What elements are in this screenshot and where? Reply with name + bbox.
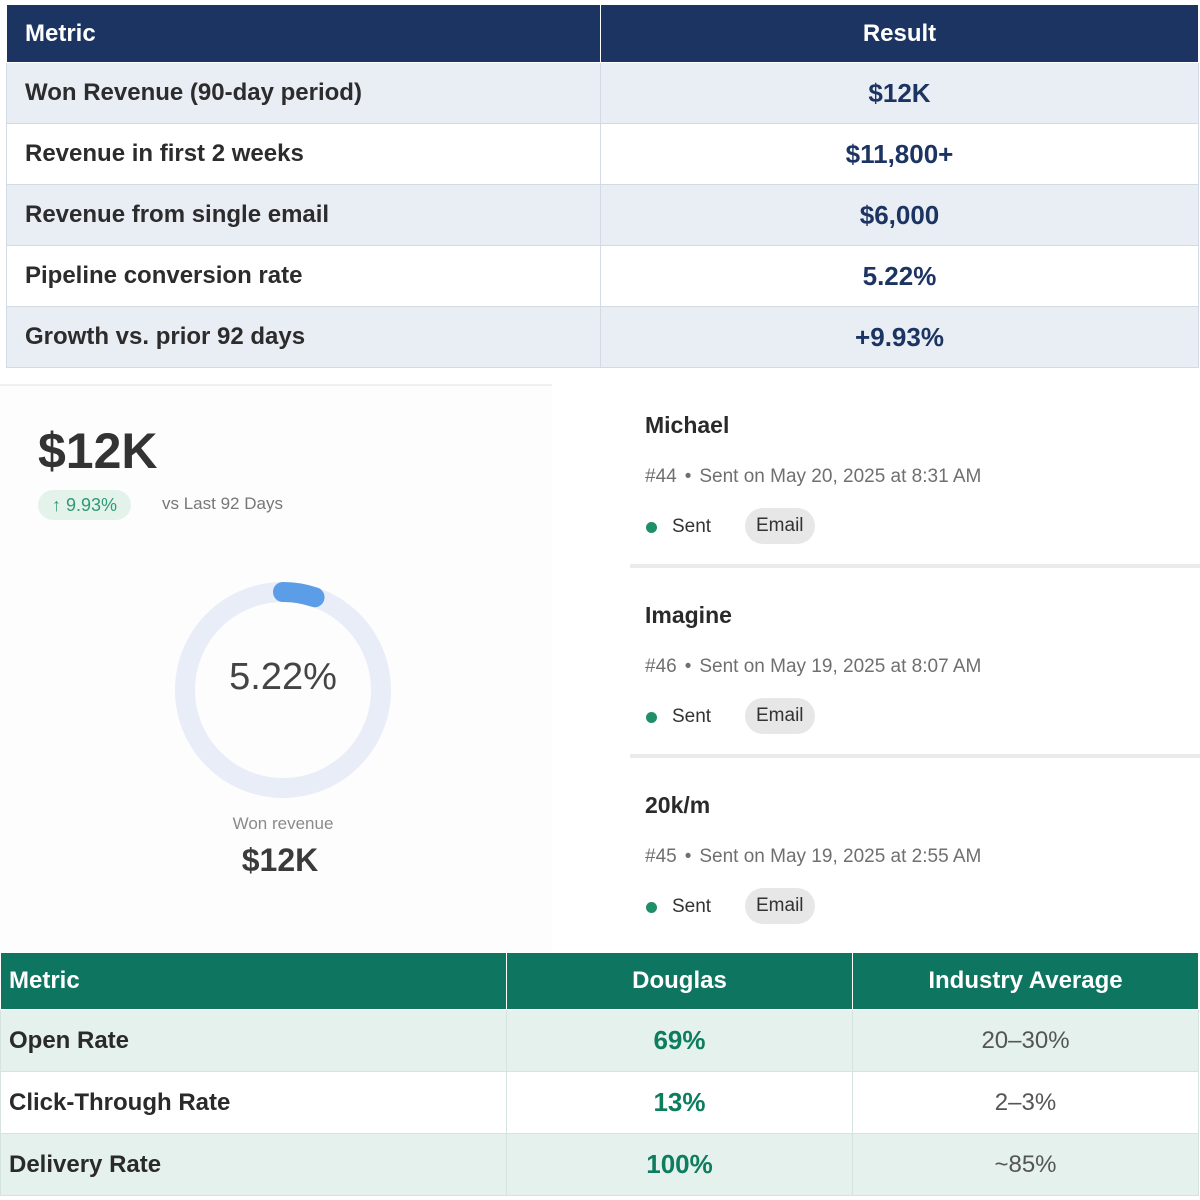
- results-value-cell: $12K: [600, 62, 1199, 124]
- comparison-table: Metric Douglas Industry Average Open Rat…: [0, 952, 1199, 1196]
- email-list-item[interactable]: Michael #44 • Sent on May 20, 2025 at 8:31…: [630, 378, 1200, 564]
- email-list: Michael #44 • Sent on May 20, 2025 at 8:31…: [630, 378, 1200, 944]
- results-table: Metric Result Won Revenue (90-day period…: [6, 4, 1199, 368]
- table-row: Open Rate 69% 20–30%: [0, 1009, 1199, 1072]
- email-meta: #44 • Sent on May 20, 2025 at 8:31 AM: [645, 466, 981, 488]
- industry-value-cell: 20–30%: [852, 1009, 1199, 1072]
- results-value-cell: +9.93%: [600, 306, 1199, 368]
- table-row: Pipeline conversion rate 5.22%: [6, 245, 1199, 307]
- email-status: Sent: [672, 516, 712, 537]
- separator-dot: •: [684, 656, 692, 677]
- comparison-metric-cell: Delivery Rate: [0, 1133, 507, 1196]
- comparison-metric-cell: Click-Through Rate: [0, 1071, 507, 1134]
- sent-status-dot-icon: [646, 712, 657, 723]
- results-metric-cell: Pipeline conversion rate: [6, 245, 601, 307]
- table-row: Revenue in first 2 weeks $11,800+: [6, 123, 1199, 185]
- email-sent-time: Sent on May 20, 2025 at 8:31 AM: [699, 466, 982, 487]
- separator-dot: •: [684, 846, 692, 867]
- results-value-cell: 5.22%: [600, 245, 1199, 307]
- won-revenue-amount: $12K: [241, 842, 319, 878]
- won-revenue-caption: Won revenue: [232, 814, 334, 833]
- growth-caption: vs Last 92 Days: [162, 494, 283, 513]
- conversion-donut: [165, 572, 401, 808]
- revenue-amount: $12K: [38, 423, 158, 479]
- comparison-header-industry: Industry Average: [852, 952, 1199, 1010]
- table-row: Click-Through Rate 13% 2–3%: [0, 1071, 1199, 1134]
- email-recipient-name: Michael: [645, 412, 730, 438]
- email-number: #44: [645, 466, 677, 487]
- email-status: Sent: [672, 706, 712, 727]
- email-channel-chip: Email: [745, 698, 815, 734]
- email-meta: #46 • Sent on May 19, 2025 at 8:07 AM: [645, 656, 981, 678]
- results-header-result: Result: [600, 4, 1199, 63]
- comparison-header-metric: Metric: [0, 952, 507, 1010]
- douglas-value-cell: 13%: [506, 1071, 853, 1134]
- comparison-table-header-row: Metric Douglas Industry Average: [0, 952, 1199, 1010]
- comparison-metric-cell: Open Rate: [0, 1009, 507, 1072]
- email-number: #45: [645, 846, 677, 867]
- table-row: Won Revenue (90-day period) $12K: [6, 62, 1199, 124]
- table-row: Growth vs. prior 92 days +9.93%: [6, 306, 1199, 368]
- results-table-header-row: Metric Result: [6, 4, 1199, 63]
- email-channel-chip: Email: [745, 508, 815, 544]
- sent-status-dot-icon: [646, 522, 657, 533]
- comparison-header-douglas: Douglas: [506, 952, 853, 1010]
- growth-badge: ↑ 9.93%: [38, 490, 132, 520]
- results-metric-cell: Revenue in first 2 weeks: [6, 123, 601, 185]
- email-status: Sent: [672, 896, 712, 917]
- email-list-item[interactable]: Imagine #46 • Sent on May 19, 2025 at 8:07…: [630, 568, 1200, 754]
- email-channel-chip: Email: [745, 888, 815, 924]
- results-metric-cell: Revenue from single email: [6, 184, 601, 246]
- results-metric-cell: Growth vs. prior 92 days: [6, 306, 601, 368]
- results-value-cell: $6,000: [600, 184, 1199, 246]
- results-header-metric: Metric: [6, 4, 601, 63]
- results-value-cell: $11,800+: [600, 123, 1199, 185]
- email-list-item[interactable]: 20k/m #45 • Sent on May 19, 2025 at 2:55 A…: [630, 758, 1200, 944]
- revenue-card: $12K ↑ 9.93% vs Last 92 Days 5.22% Won r…: [0, 384, 552, 952]
- sent-status-dot-icon: [646, 902, 657, 913]
- industry-value-cell: ~85%: [852, 1133, 1199, 1196]
- email-meta: #45 • Sent on May 19, 2025 at 2:55 AM: [645, 846, 981, 868]
- results-metric-cell: Won Revenue (90-day period): [6, 62, 601, 124]
- table-row: Revenue from single email $6,000: [6, 184, 1199, 246]
- industry-value-cell: 2–3%: [852, 1071, 1199, 1134]
- email-sent-time: Sent on May 19, 2025 at 8:07 AM: [699, 656, 982, 677]
- conversion-rate-label: 5.22%: [229, 656, 337, 698]
- douglas-value-cell: 69%: [506, 1009, 853, 1072]
- table-row: Delivery Rate 100% ~85%: [0, 1133, 1199, 1196]
- douglas-value-cell: 100%: [506, 1133, 853, 1196]
- email-recipient-name: 20k/m: [645, 792, 711, 818]
- donut-progress-arc: [175, 582, 391, 798]
- email-number: #46: [645, 656, 677, 677]
- email-sent-time: Sent on May 19, 2025 at 2:55 AM: [699, 846, 982, 867]
- email-recipient-name: Imagine: [645, 602, 732, 628]
- separator-dot: •: [684, 466, 692, 487]
